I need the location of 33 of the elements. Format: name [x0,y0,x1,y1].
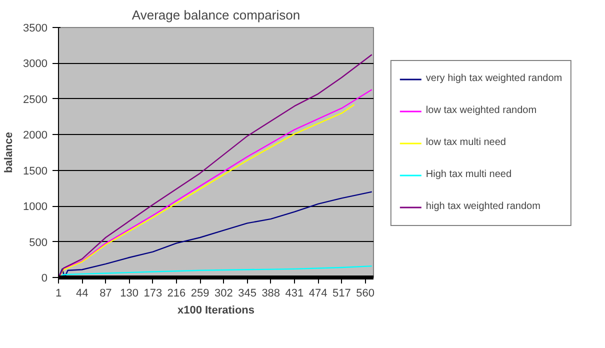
x-tick-label: 517 [332,288,351,300]
x-tick-label: 173 [144,288,162,300]
legend-label: High tax multi need [426,169,512,180]
x-tick-label: 388 [262,288,280,300]
y-tick-label: 2000 [23,130,48,142]
legend-label: high tax weighted random [426,201,540,212]
x-tick-label: 474 [308,288,328,300]
x-tick-label: 130 [120,288,138,300]
line-series [58,191,372,278]
x-tick-label: 302 [214,288,233,300]
line-series [58,54,372,278]
y-tick-label: 3500 [23,22,48,34]
y-axis-title: balance [3,132,16,173]
x-tick-label: 259 [190,288,210,300]
x-tick-label: 345 [238,288,256,300]
x-tick-label: 216 [167,288,186,300]
x-axis-title: x100 Iterations [177,304,255,316]
line-series [58,265,372,278]
legend-label: low tax multi need [426,137,506,148]
chart-title: Average balance comparison [132,8,300,22]
legend-label: low tax weighted random [426,105,537,116]
y-tick-label: 2500 [23,94,48,106]
y-tick-label: 3000 [23,58,48,70]
x-tick-label: 87 [100,288,112,300]
x-tick-label: 431 [285,288,304,300]
y-tick-label: 1000 [23,201,48,214]
legend-label: very high tax weighted random [426,73,562,84]
x-tick-label: 44 [76,288,88,300]
y-tick-label: 0 [41,272,48,284]
y-tick-label: 500 [29,236,48,249]
x-tick-label: 560 [356,288,374,300]
y-tick-label: 1500 [23,165,48,178]
x-tick-label: 1 [55,288,62,300]
